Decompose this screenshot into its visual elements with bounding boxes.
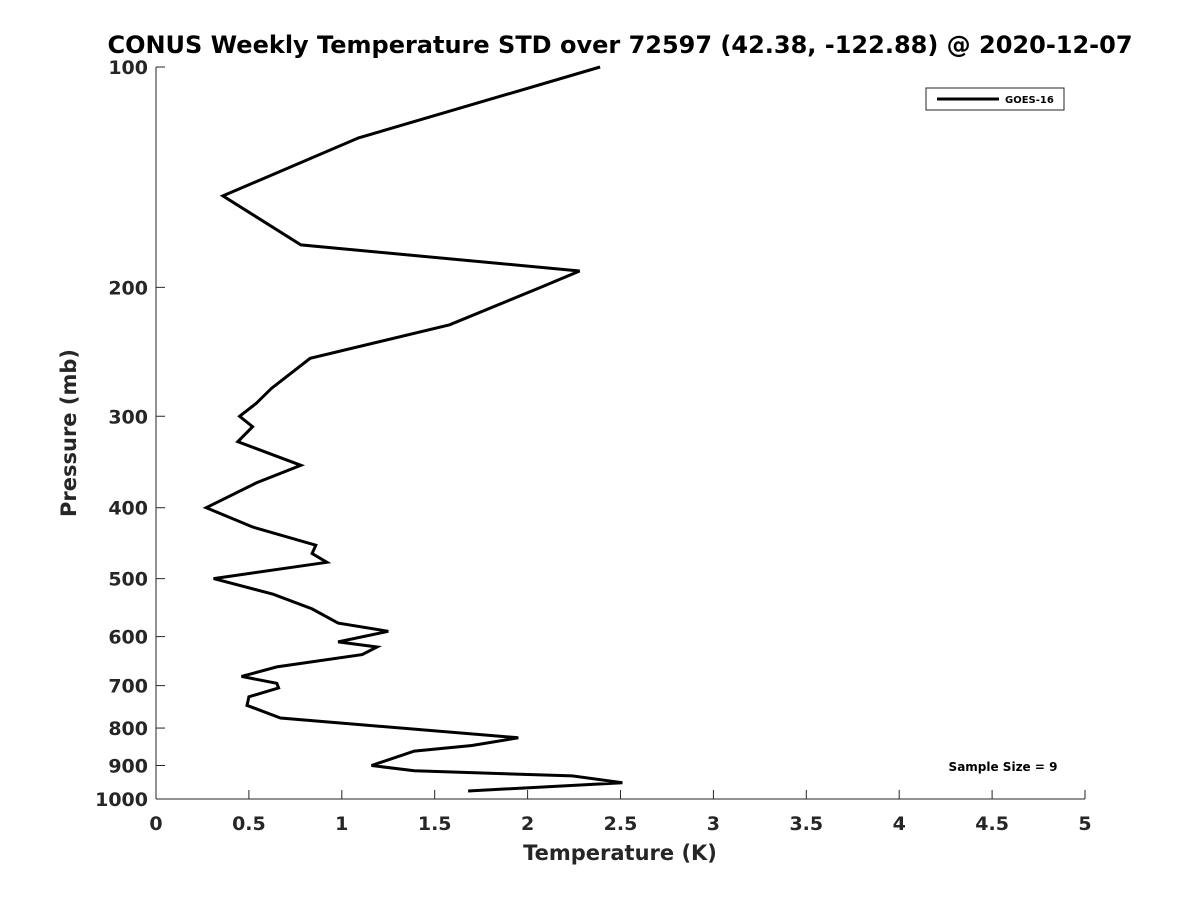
x-tick-label: 3.5 (789, 813, 823, 835)
y-tick-label: 1000 (95, 789, 148, 811)
y-tick-label: 400 (108, 498, 148, 520)
y-tick-label: 900 (108, 756, 148, 778)
y-tick-label: 700 (108, 676, 148, 698)
y-tick-label: 100 (108, 57, 148, 79)
x-tick-label: 2 (521, 813, 534, 835)
x-tick-label: 0 (149, 813, 162, 835)
x-axis-label: Temperature (K) (523, 841, 717, 865)
x-tick-label: 1 (335, 813, 348, 835)
x-tick-label: 3 (707, 813, 720, 835)
y-tick-label: 500 (108, 569, 148, 591)
y-tick-label: 300 (108, 406, 148, 428)
y-tick-label: 200 (108, 277, 148, 299)
legend-label-goes-16: GOES-16 (1005, 95, 1054, 106)
sample-size-annotation: Sample Size = 9 (949, 760, 1058, 774)
x-tick-label: 4 (893, 813, 906, 835)
chart-title: CONUS Weekly Temperature STD over 72597 … (107, 31, 1132, 59)
x-tick-label: 1.5 (418, 813, 452, 835)
x-tick-label: 4.5 (975, 813, 1009, 835)
y-tick-label: 600 (108, 627, 148, 649)
x-tick-label: 2.5 (604, 813, 638, 835)
y-tick-label: 800 (108, 718, 148, 740)
x-tick-label: 5 (1078, 813, 1091, 835)
series-line-goes-16 (202, 65, 623, 793)
tick-layer: 0 0.5 1 1.5 2 2.5 3 3.5 4 4.5 5 100 200 300 400 500 600 7… (95, 57, 1092, 835)
axes (155, 67, 1085, 800)
legend: GOES-16 (925, 87, 1065, 111)
x-tick-label: 0.5 (232, 813, 266, 835)
y-axis-label: Pressure (mb) (57, 349, 81, 517)
